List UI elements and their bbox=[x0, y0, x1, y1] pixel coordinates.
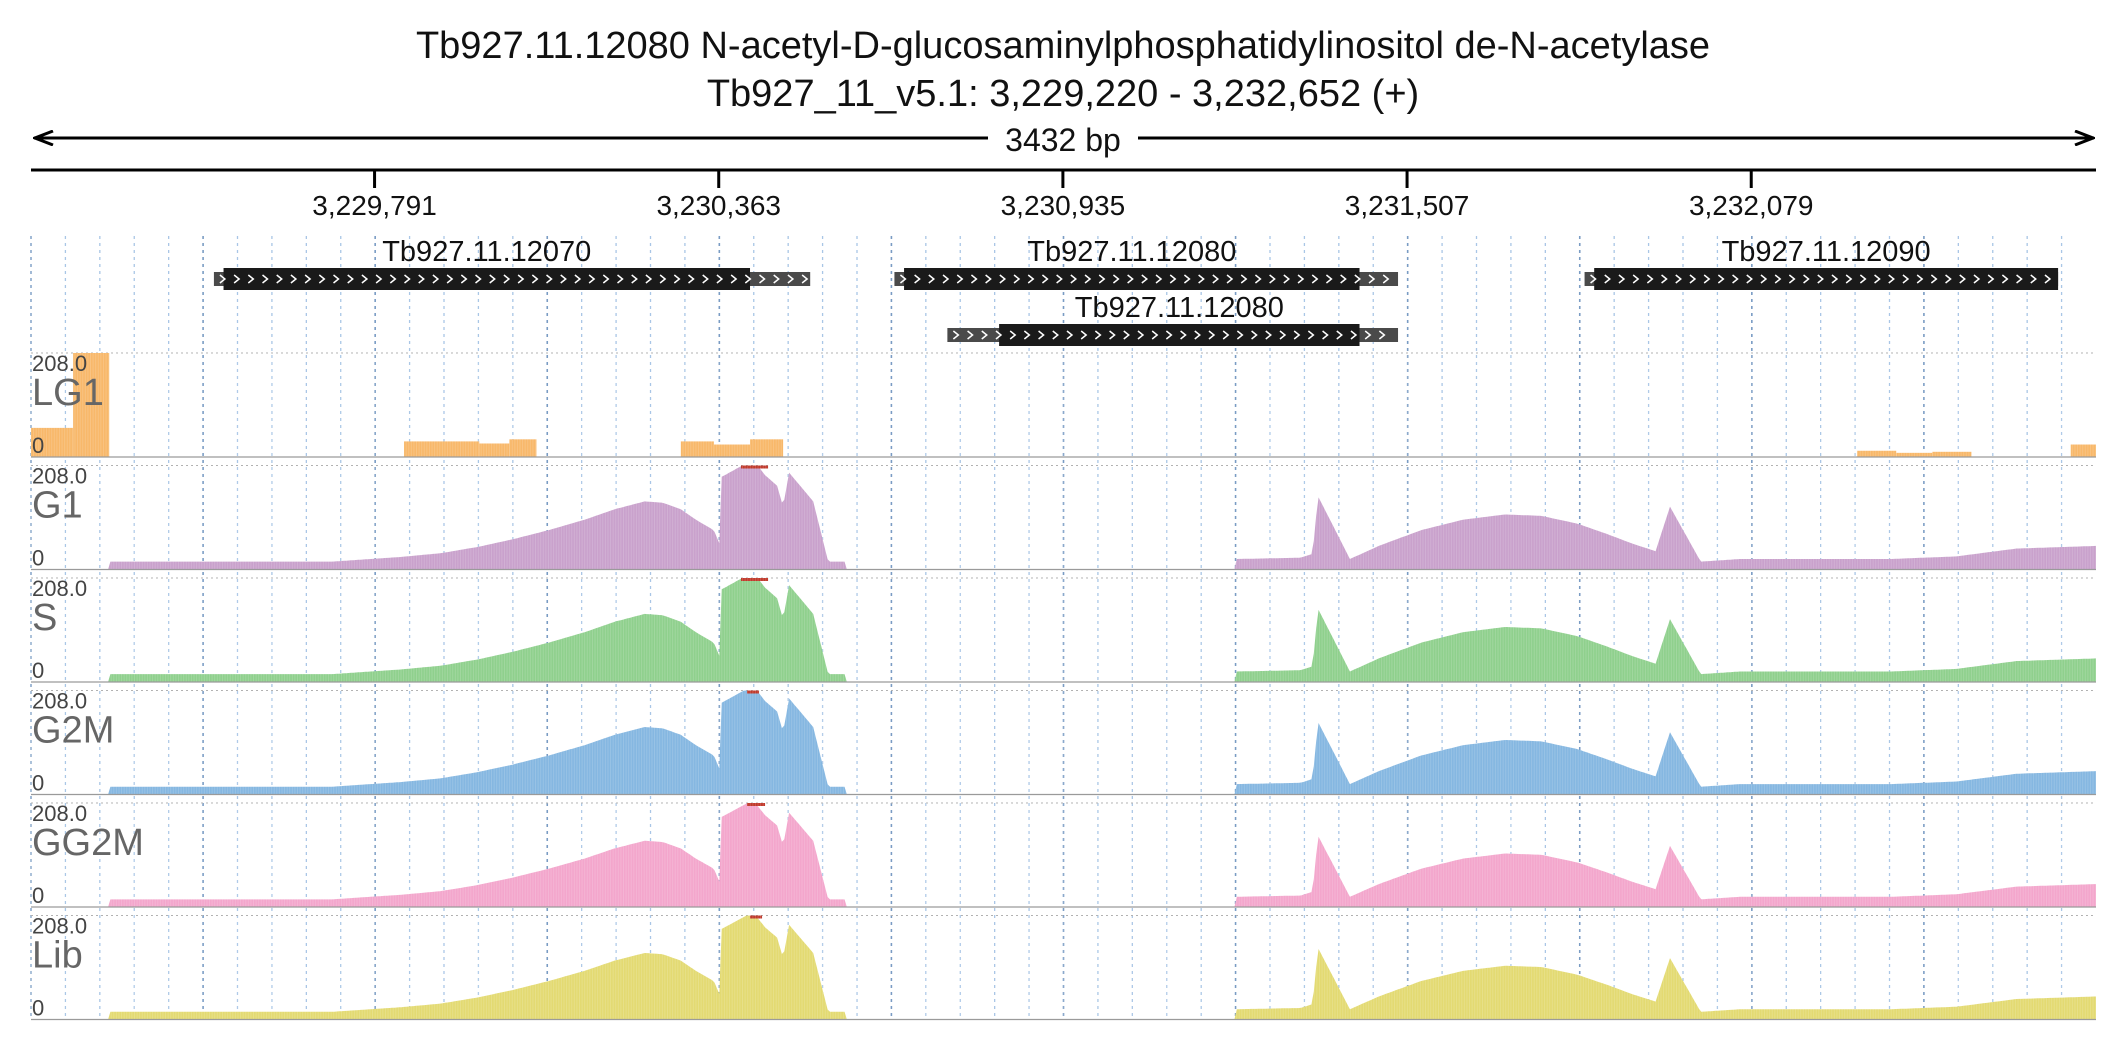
figure-title: Tb927.11.12080 N-acetyl-D-glucosaminylph… bbox=[416, 25, 1710, 67]
ruler-tick-label: 3,231,507 bbox=[1345, 190, 1470, 221]
gene-label: Tb927.11.12080 bbox=[1027, 236, 1236, 268]
ruler-tick-label: 3,229,791 bbox=[312, 190, 437, 221]
track-ymin-label: 0 bbox=[32, 546, 44, 571]
ruler-tick-label: 3,230,363 bbox=[656, 190, 781, 221]
track-ymin-label: 0 bbox=[32, 433, 44, 458]
track-ymin-label: 0 bbox=[32, 658, 44, 683]
figure-subtitle: Tb927_11_v5.1: 3,229,220 - 3,232,652 (+) bbox=[707, 73, 1419, 115]
track-ymin-label: 0 bbox=[32, 883, 44, 908]
track-name: LG1 bbox=[32, 372, 104, 414]
overflow-mark bbox=[747, 803, 765, 806]
gene-label: Tb927.11.12080 bbox=[1075, 292, 1284, 324]
gene-label: Tb927.11.12090 bbox=[1722, 236, 1931, 268]
ruler-tick-label: 3,230,935 bbox=[1001, 190, 1126, 221]
ruler-ticks: 3,229,791 3,230,363 3,230,935 3,231,507 3,23… bbox=[312, 170, 1813, 221]
track-name: GG2M bbox=[32, 822, 144, 864]
gene-cds bbox=[224, 268, 750, 290]
track-name: G1 bbox=[32, 485, 83, 527]
ruler-tick-label: 3,232,079 bbox=[1689, 190, 1814, 221]
gene-cds bbox=[999, 324, 1359, 346]
track-ymin-label: 0 bbox=[32, 771, 44, 796]
gene-cds bbox=[1594, 268, 2058, 290]
gene-label: Tb927.11.12070 bbox=[382, 236, 591, 268]
track-name: G2M bbox=[32, 710, 114, 752]
span-label: 3432 bp bbox=[1005, 122, 1121, 158]
gene-models: Tb927.11.12070 Tb927.11.12080 Tb927.11.120… bbox=[214, 236, 2058, 346]
track-name: S bbox=[32, 597, 57, 639]
